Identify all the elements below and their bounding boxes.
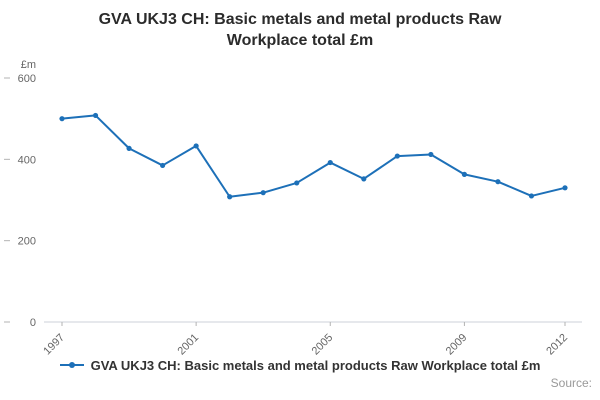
legend-label: GVA UKJ3 CH: Basic metals and metal prod… bbox=[90, 357, 541, 373]
y-axis-unit-label: £m bbox=[21, 59, 36, 71]
data-point-marker bbox=[394, 153, 400, 159]
y-tick-label: 600 bbox=[18, 73, 36, 85]
data-point-marker bbox=[361, 175, 367, 182]
data-point-marker bbox=[126, 145, 132, 151]
chart-title: GVA UKJ3 CH: Basic metals and metal prod… bbox=[98, 11, 502, 49]
x-tick-label: 2001 bbox=[175, 331, 201, 355]
x-tick-label: 2005 bbox=[310, 331, 336, 355]
y-tick-label: 0 bbox=[30, 317, 36, 329]
data-point-marker bbox=[428, 151, 434, 157]
data-point-marker bbox=[92, 112, 99, 118]
data-point-marker bbox=[562, 184, 568, 190]
data-point-marker bbox=[59, 115, 65, 121]
data-point-marker bbox=[294, 179, 300, 186]
series-line bbox=[61, 114, 566, 198]
data-point-marker bbox=[227, 193, 233, 199]
data-point-marker bbox=[160, 162, 166, 168]
line-chart: 0 200 400 600 £m 1997 2001 2005 2009 2012 bbox=[4, 59, 582, 356]
data-point-marker bbox=[260, 189, 266, 195]
source-label: Source: bbox=[550, 375, 592, 390]
x-tick-label: 1997 bbox=[41, 331, 67, 355]
x-tick-label: 2009 bbox=[444, 331, 470, 355]
y-tick-label: 200 bbox=[18, 235, 36, 247]
data-point-marker bbox=[461, 171, 467, 177]
data-point-marker bbox=[193, 142, 199, 149]
data-point-marker bbox=[528, 192, 535, 199]
legend-marker-dot bbox=[68, 362, 75, 369]
data-point-marker bbox=[495, 178, 501, 184]
y-tick-label: 400 bbox=[18, 154, 36, 166]
x-tick-label: 2012 bbox=[544, 331, 570, 355]
legend-item[interactable]: GVA UKJ3 CH: Basic metals and metal prod… bbox=[0, 358, 600, 373]
data-point-marker bbox=[327, 159, 333, 165]
legend-line-icon bbox=[59, 362, 84, 369]
